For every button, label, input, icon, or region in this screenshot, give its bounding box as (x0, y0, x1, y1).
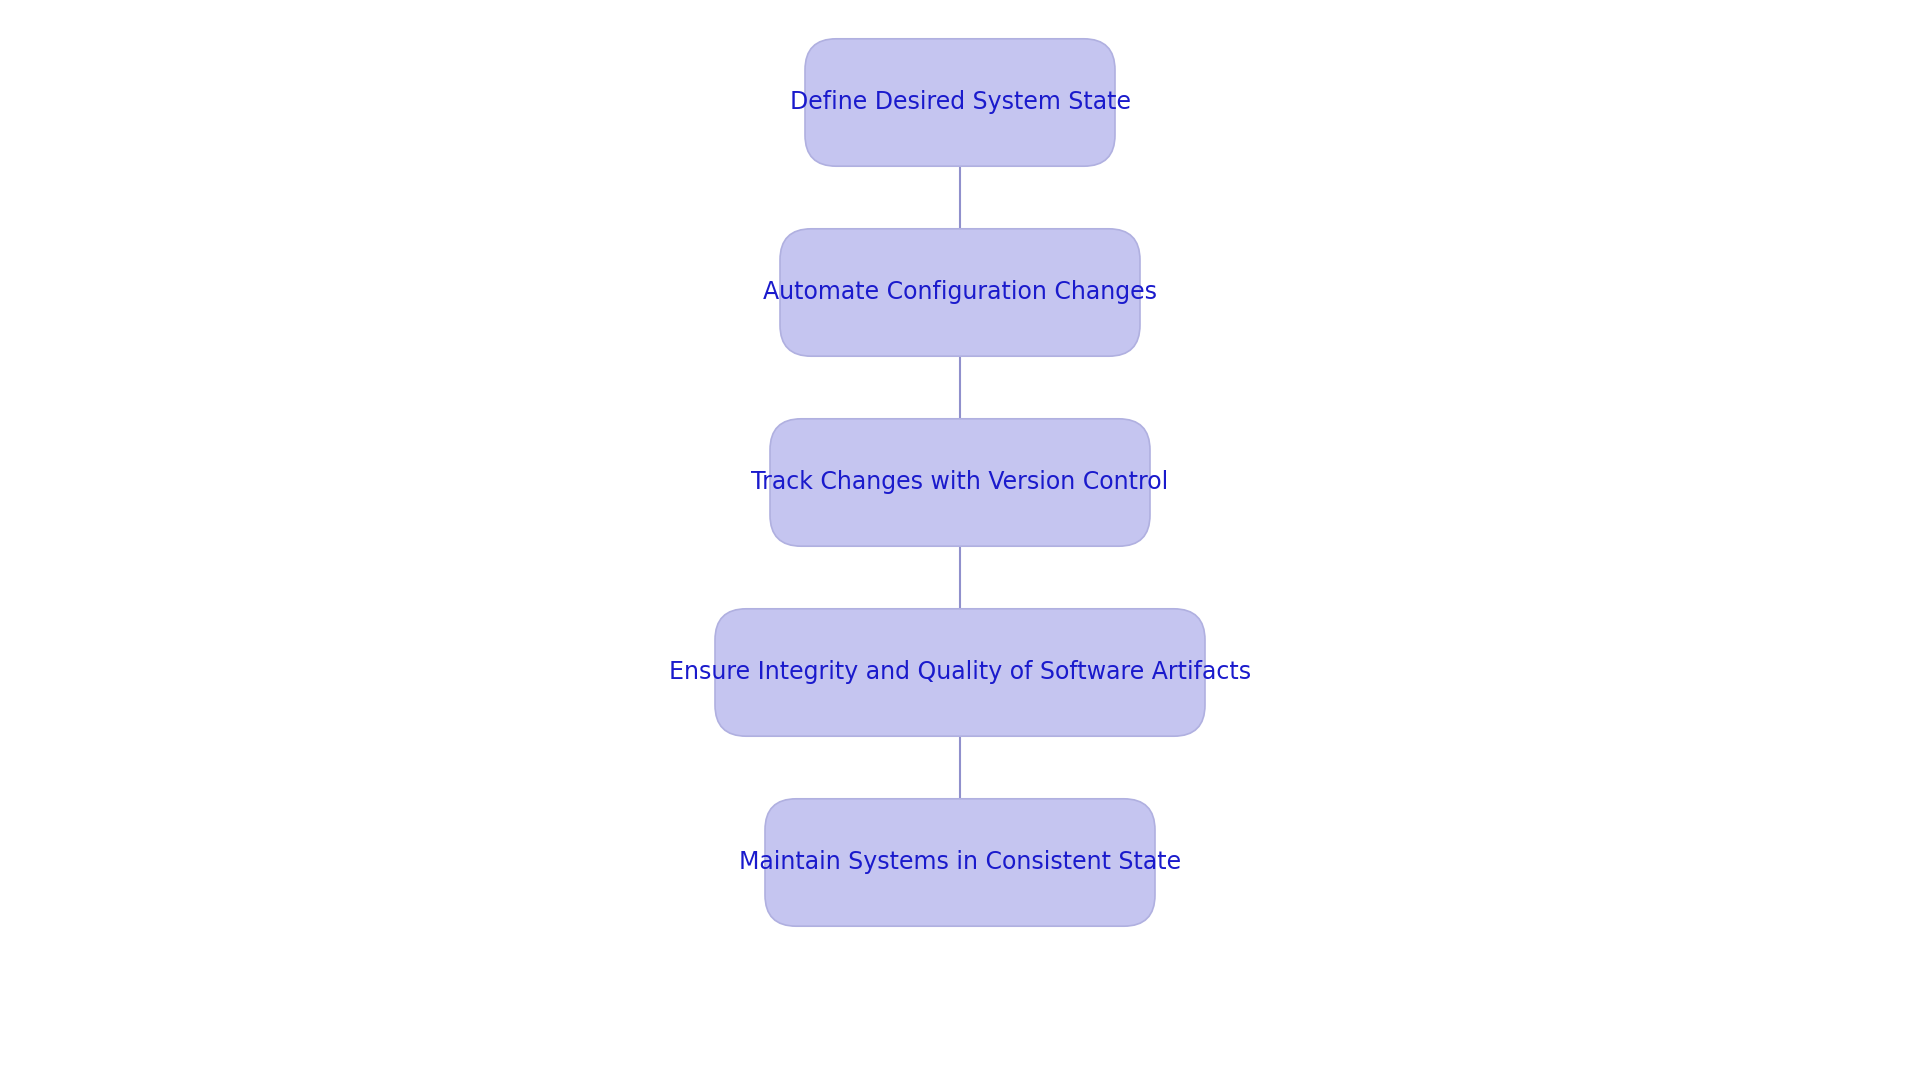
FancyBboxPatch shape (714, 609, 1206, 737)
Text: Ensure Integrity and Quality of Software Artifacts: Ensure Integrity and Quality of Software… (668, 661, 1252, 685)
Text: Maintain Systems in Consistent State: Maintain Systems in Consistent State (739, 851, 1181, 875)
FancyBboxPatch shape (770, 419, 1150, 546)
FancyBboxPatch shape (804, 39, 1116, 166)
Text: Automate Configuration Changes: Automate Configuration Changes (762, 281, 1158, 305)
FancyBboxPatch shape (764, 799, 1156, 927)
Text: Track Changes with Version Control: Track Changes with Version Control (751, 471, 1169, 495)
FancyBboxPatch shape (780, 229, 1140, 356)
Text: Define Desired System State: Define Desired System State (789, 91, 1131, 114)
